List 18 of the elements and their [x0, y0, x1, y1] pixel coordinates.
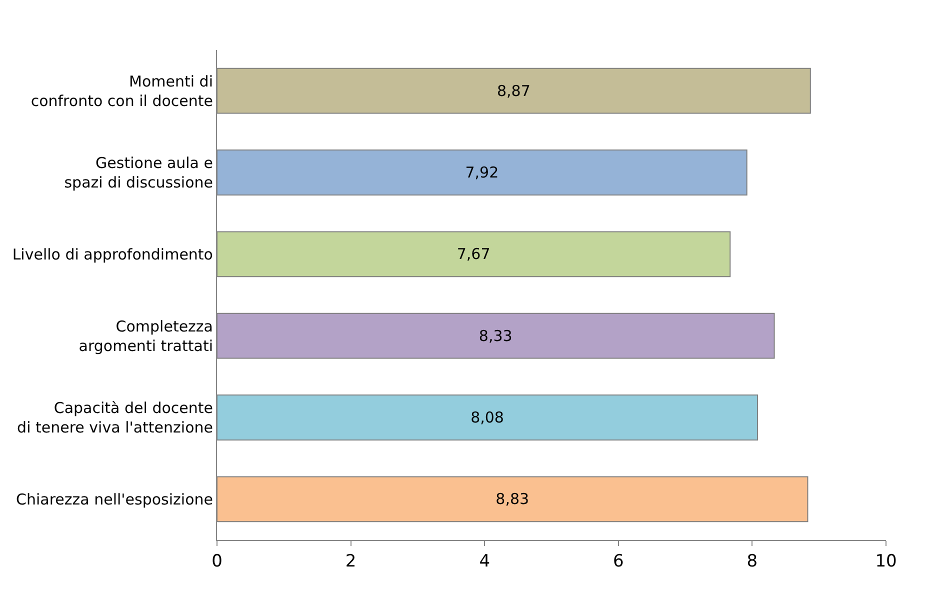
x-tick-label: 6	[612, 551, 624, 572]
x-tick-label: 8	[746, 551, 758, 572]
y-tick-label: Livello di approfondimento	[12, 245, 213, 264]
x-tick-label: 2	[345, 551, 356, 572]
data-label: 7,67	[456, 245, 490, 264]
x-tick-label: 10	[875, 551, 897, 572]
y-tick-label: Momenti di confronto con il docente	[30, 72, 213, 110]
data-label: 8,87	[496, 82, 530, 100]
data-label: 7,92	[465, 164, 499, 182]
y-tick-label: Chiarezza nell'esposizione	[16, 490, 213, 508]
data-label: 8,33	[478, 326, 512, 345]
data-label: 8,83	[496, 490, 530, 508]
y-tick-label: Capacità del docente di tenere viva l'attenzione	[17, 399, 213, 436]
y-tick-label: Completezza argomenti trattati	[78, 317, 213, 355]
data-label: 8,08	[470, 408, 504, 426]
x-tick-label: 4	[479, 551, 490, 572]
y-tick-label: Gestione aula e spazi di discussione	[64, 154, 213, 192]
x-tick-label: 0	[212, 551, 222, 572]
